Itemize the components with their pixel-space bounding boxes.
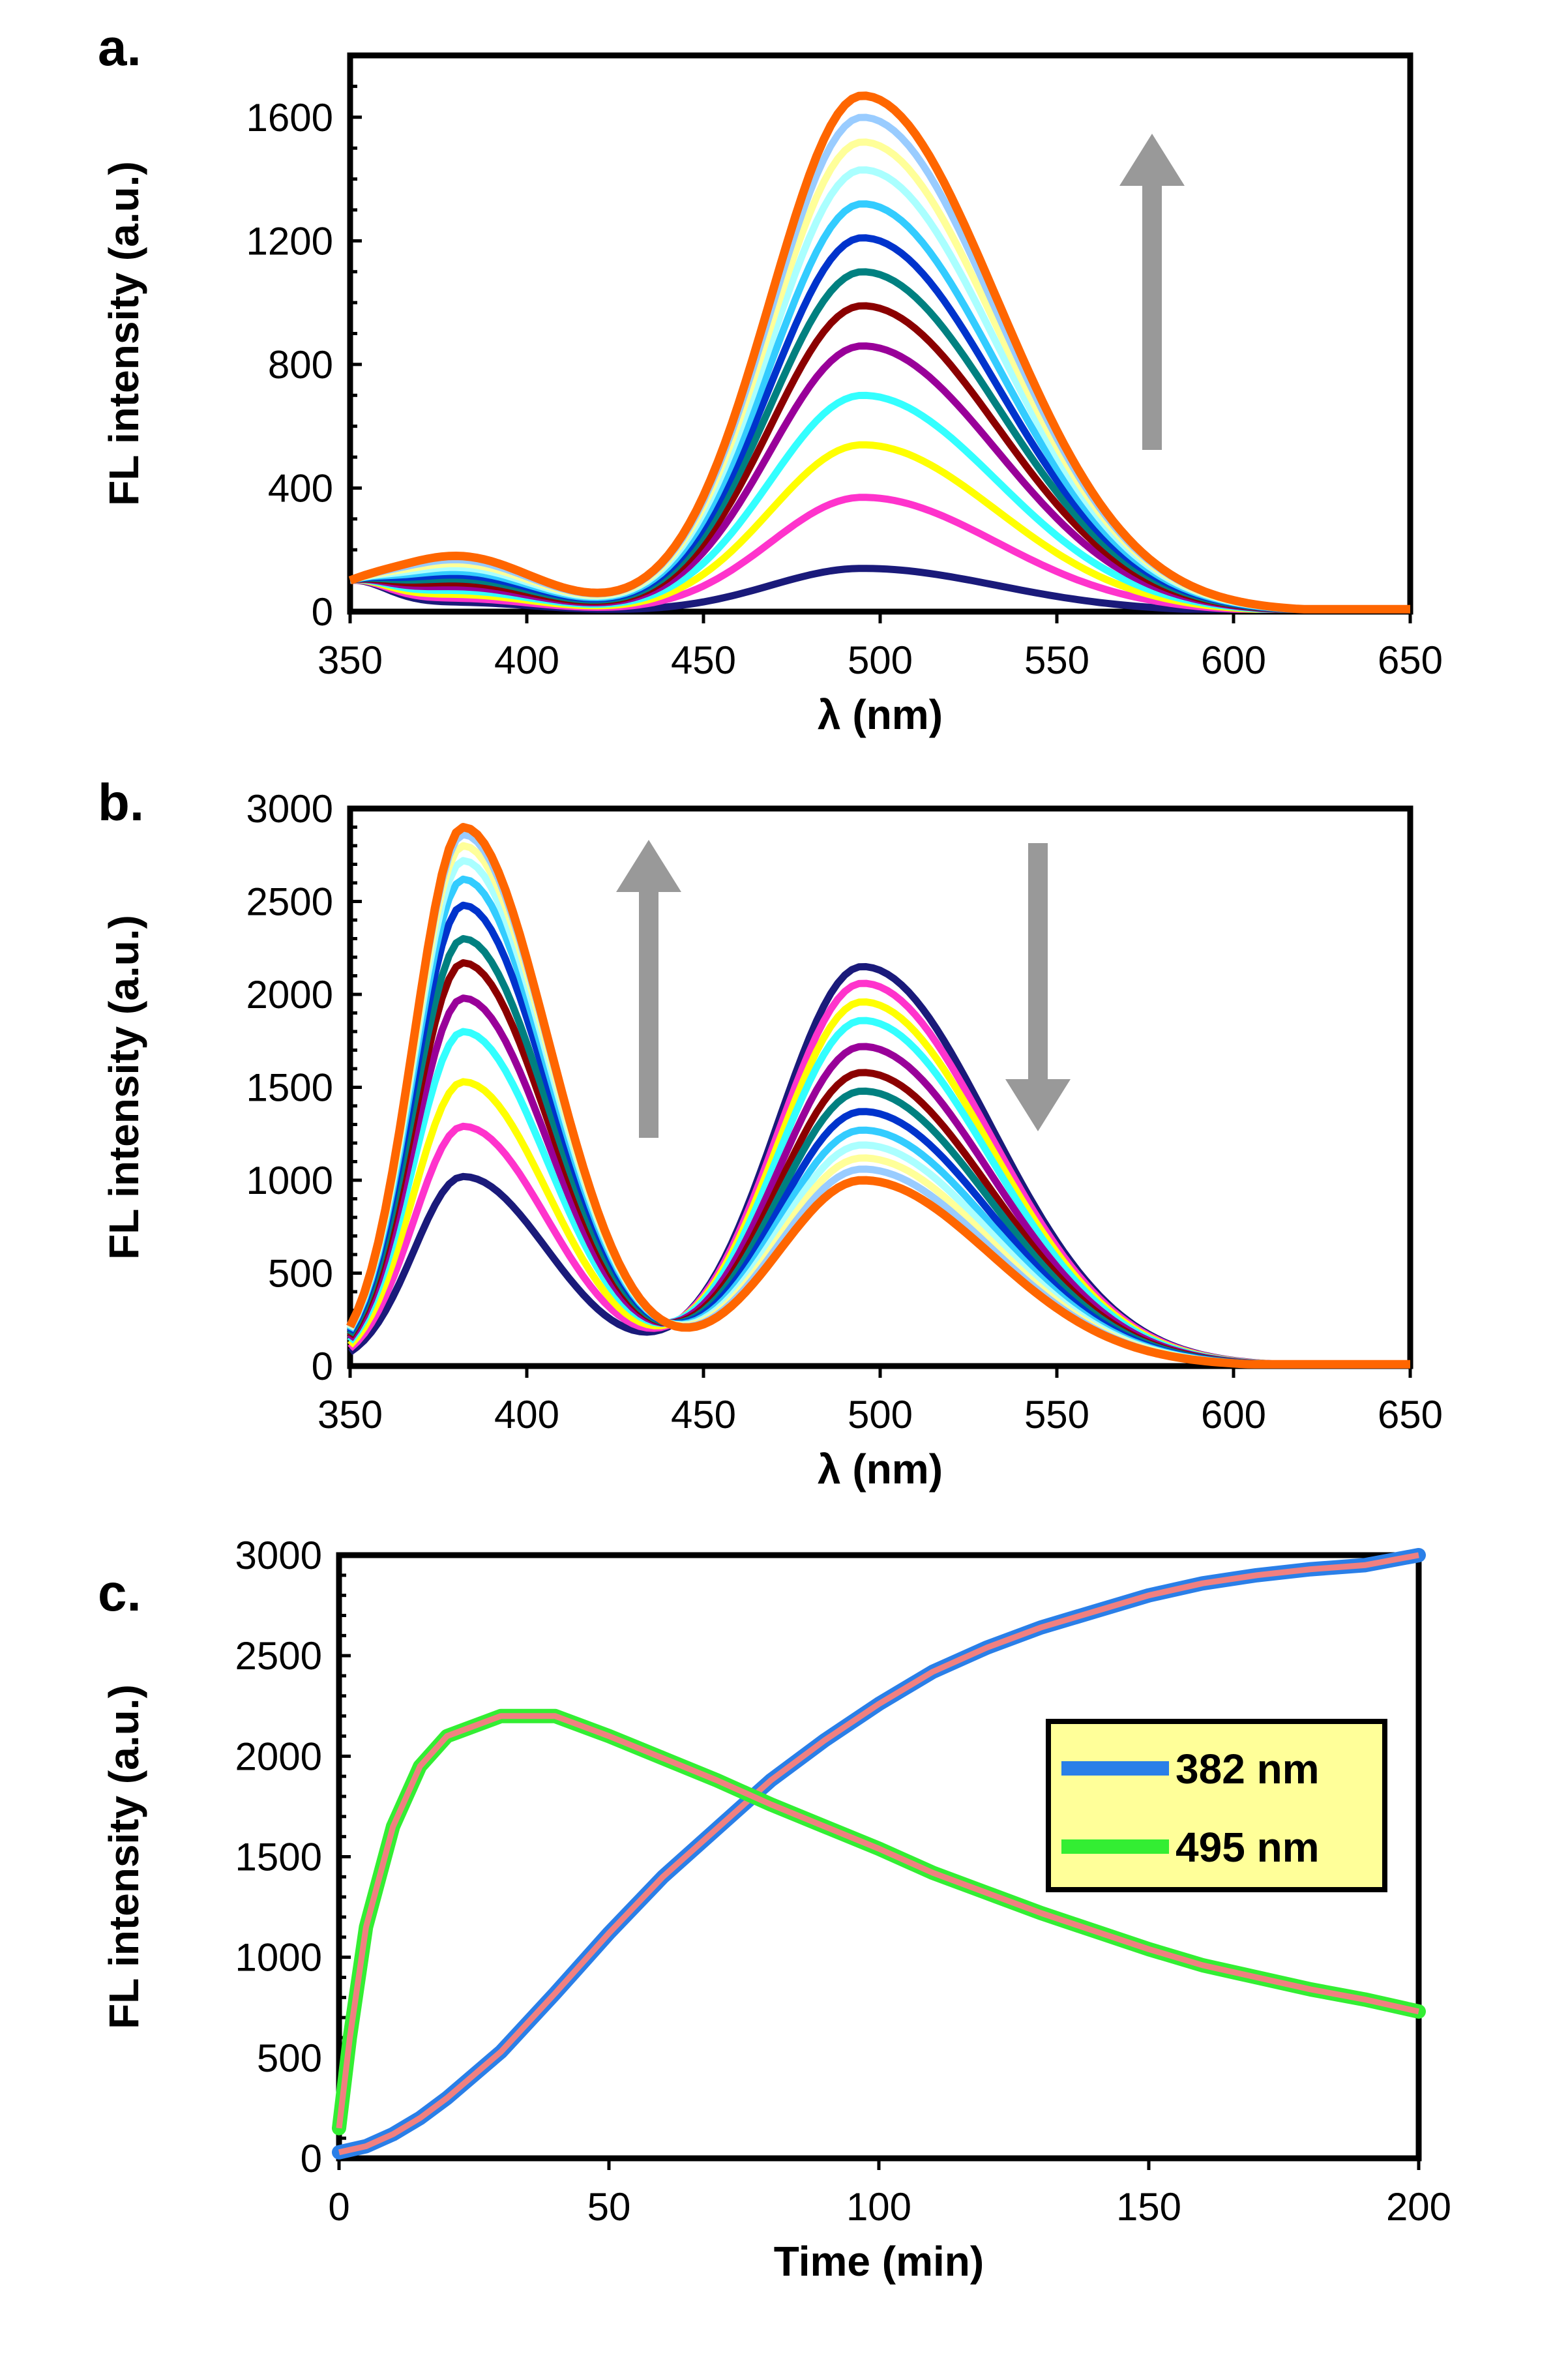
increase-arrow-head (616, 840, 681, 892)
x-tick-label: 450 (671, 638, 736, 682)
y-tick-label: 0 (301, 2137, 322, 2180)
x-tick-label: 550 (1024, 1393, 1089, 1436)
spectrum-line (349, 200, 1410, 613)
y-tick-label: 2000 (235, 1734, 322, 1778)
y-tick-label: 500 (268, 1252, 333, 1296)
spectrum-line (349, 138, 1410, 613)
x-tick-label: 200 (1386, 2185, 1451, 2229)
y-tick-label: 1000 (246, 1159, 333, 1202)
y-tick-label: 2500 (246, 880, 333, 924)
y-tick-label: 800 (268, 343, 333, 387)
spectrum-line (349, 113, 1410, 613)
y-tick-label: 0 (312, 1345, 333, 1388)
x-tick-label: 650 (1378, 1393, 1443, 1436)
x-tick-label: 500 (848, 638, 913, 682)
legend-label: 495 nm (1176, 1824, 1320, 1871)
x-tick-label: 0 (328, 2185, 349, 2229)
x-tick-label: 100 (846, 2185, 911, 2229)
x-tick-label: 600 (1201, 1393, 1266, 1436)
y-axis-title: FL intensity (a.u.) (100, 1684, 147, 2029)
y-tick-label: 1500 (235, 1836, 322, 1879)
x-tick-label: 50 (587, 2185, 631, 2229)
spectrum-line (346, 823, 1410, 1369)
x-tick-label: 450 (671, 1393, 736, 1436)
y-tick-label: 1600 (246, 96, 333, 140)
x-tick-label: 150 (1116, 2185, 1181, 2229)
y-tick-label: 3000 (246, 787, 333, 831)
x-tick-label: 550 (1024, 638, 1089, 682)
y-tick-label: 1200 (246, 219, 333, 263)
x-axis-title: Time (min) (774, 2238, 984, 2285)
spectrum-line (349, 268, 1410, 613)
panel-label: a. (98, 18, 141, 76)
panel-a: 0 400 800 1200 1600 350 400 450 500 550 600 650 λ (n… (98, 18, 1443, 738)
spectrum-line (349, 234, 1410, 613)
x-tick-label: 350 (318, 1393, 383, 1436)
fit-line (336, 1713, 1419, 2129)
increase-arrow-head (1119, 134, 1185, 186)
panel-label: c. (98, 1564, 141, 1622)
plot-frame (347, 52, 1413, 615)
x-axis-title: λ (nm) (818, 691, 943, 738)
panel-b: 0 500 1000 1500 2000 2500 3000 350 400 450 500 550 6… (98, 773, 1443, 1493)
y-tick-label: 2500 (235, 1634, 322, 1678)
x-tick-label: 600 (1201, 638, 1266, 682)
y-tick-label: 3000 (235, 1534, 322, 1577)
fit-line (338, 1552, 1419, 2156)
panel-c: 0 500 1000 1500 2000 2500 3000 0 50 100 150 200 Time… (98, 1534, 1451, 2285)
x-axis-title: λ (nm) (818, 1446, 943, 1493)
y-tick-label: 1500 (246, 1066, 333, 1110)
y-tick-label: 0 (312, 590, 333, 634)
y-axis-title: FL intensity (a.u.) (100, 915, 147, 1260)
y-tick-label: 2000 (246, 973, 333, 1017)
spectrum-line (348, 91, 1410, 614)
x-tick-label: 400 (494, 638, 559, 682)
x-tick-label: 650 (1378, 638, 1443, 682)
plot-frame (347, 805, 1413, 1369)
legend-box (1046, 1719, 1387, 1892)
y-tick-label: 1000 (235, 1936, 322, 1980)
y-tick-label: 500 (257, 2036, 322, 2080)
y-tick-label: 400 (268, 466, 333, 510)
spectrum-line (347, 842, 1410, 1368)
y-axis-title: FL intensity (a.u.) (100, 161, 147, 506)
x-tick-label: 400 (494, 1393, 559, 1436)
x-tick-label: 350 (318, 638, 383, 682)
decrease-arrow-head (1005, 1079, 1071, 1131)
plot-frame (336, 1552, 1422, 2162)
legend: 382 nm 495 nm (1046, 1719, 1387, 1892)
spectrum-line (349, 166, 1410, 613)
x-tick-label: 500 (848, 1393, 913, 1436)
panel-label: b. (98, 773, 144, 831)
legend-label: 382 nm (1176, 1746, 1320, 1792)
